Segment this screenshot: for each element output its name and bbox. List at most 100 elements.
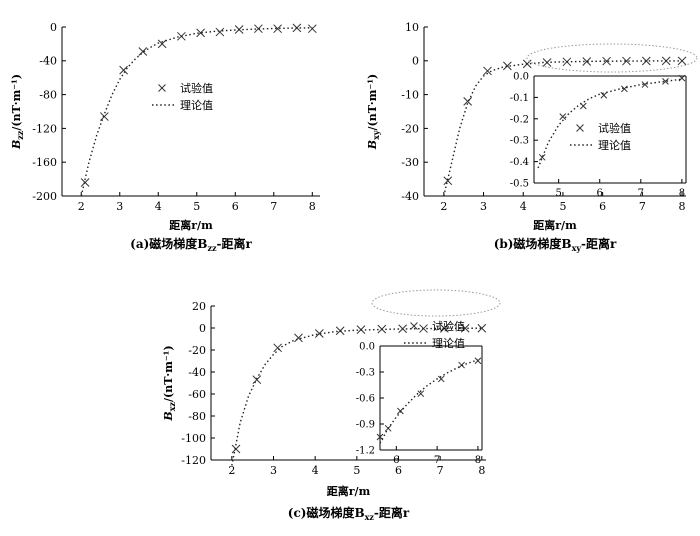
chart-b-inset-background <box>534 76 686 183</box>
chart-c-inset-measured-point <box>474 357 482 365</box>
chart-c-inset-measured-point <box>417 390 425 398</box>
chart-b-highlight-ellipse <box>526 43 698 73</box>
marker-stroke <box>622 56 631 66</box>
chart-a-y-tick-label: -120 <box>32 122 57 135</box>
marker-stroke <box>335 326 345 336</box>
chart-b-measured-point <box>677 56 687 66</box>
legend-x-icon <box>410 322 418 330</box>
marker-stroke <box>641 81 649 88</box>
chart-b-y-tick-label: 0 <box>412 55 419 68</box>
chart-c-inset-x-tick-label: 8 <box>475 455 481 466</box>
chart-b-x-tick-label: 2 <box>440 200 447 213</box>
marker-stroke <box>600 91 608 99</box>
chart-c-x-tick-label: 7 <box>437 464 444 477</box>
marker-stroke <box>677 56 687 66</box>
chart-b-inset-y-tick-label: -0.3 <box>510 136 529 147</box>
chart-b-inset-theory-curve <box>537 78 682 169</box>
chart-c-inset: 0.0 -0.3 -0.6 -0.9 -1.2 6 7 8 <box>356 342 483 466</box>
chart-b-x-tick-label: 3 <box>480 200 487 213</box>
marker-stroke <box>119 65 128 75</box>
chart-b-inset-y-tick-label: 0.0 <box>513 72 529 83</box>
caption-text: (a)磁场梯度B <box>130 236 207 251</box>
chart-a-measured-point <box>215 27 225 37</box>
chart-a-y-tick-label: 0 <box>50 21 57 34</box>
chart-a-legend-theory: 理论值 <box>180 98 213 112</box>
marker-stroke <box>100 112 109 121</box>
chart-b-y-tick-label: -20 <box>401 122 419 135</box>
marker-stroke <box>621 85 628 93</box>
chart-b-theory-curve <box>443 60 683 197</box>
chart-b-measured-point <box>622 56 631 66</box>
chart-b-xlabel: 距离r/m <box>533 218 577 232</box>
marker-stroke <box>458 361 465 369</box>
chart-c-y-tick-label: -80 <box>188 410 206 423</box>
chart-b-inset-measured-point <box>662 77 669 85</box>
chart-c-y-tick-label: -40 <box>188 366 206 379</box>
chart-b-inset-measured-point <box>538 153 546 161</box>
chart-b-ylabel: Bxy/(nT·m⁻¹) <box>366 74 381 150</box>
chart-c-measured-point <box>231 444 241 454</box>
ylabel-subscript: xz <box>167 402 177 412</box>
ylabel-subscript: zz <box>15 130 25 140</box>
chart-c-inset-y-tick-label: 0.0 <box>359 342 375 353</box>
chart-b-measured-point <box>641 56 651 66</box>
chart-b-measured-point <box>582 57 592 66</box>
marker-stroke <box>138 47 148 56</box>
chart-a-measured-point <box>119 65 128 75</box>
chart-b-inset-measured-point <box>621 85 628 93</box>
chart-c-x-tick-label: 2 <box>228 464 235 477</box>
chart-b-inset-y-tick-label: -0.1 <box>510 93 529 104</box>
chart-c-caption: (c)磁场梯度Bxz-距离r <box>288 505 410 522</box>
marker-stroke <box>443 176 453 186</box>
chart-b-inset-x-tick-label: 7 <box>638 188 644 199</box>
marker-stroke <box>483 66 492 76</box>
chart-c-inset-legend-theory: 理论值 <box>432 336 465 350</box>
chart-a-x-tick-label: 8 <box>309 200 316 213</box>
marker-stroke <box>314 329 324 338</box>
chart-b-y-tick-label: -10 <box>401 88 419 101</box>
chart-c-inset-measured-point <box>458 361 465 369</box>
chart-b-inset-y-tick-label: -0.5 <box>510 179 529 190</box>
ylabel-symbol: B <box>162 411 175 421</box>
ylabel-unit: /(nT·m⁻¹) <box>366 74 379 131</box>
caption-tail: -距离r <box>217 236 253 251</box>
chart-b-inset-x-tick-label: 5 <box>555 188 561 199</box>
chart-c-inset-y-tick-label: -1.2 <box>356 446 375 457</box>
chart-b-x-tick-label: 6 <box>599 200 606 213</box>
chart-b-x-tick-label: 7 <box>639 200 646 213</box>
chart-c-inset-legend-measured: 试验值 <box>432 319 465 333</box>
chart-a-x-tick-label: 7 <box>270 200 277 213</box>
ylabel-subscript: xy <box>371 130 381 140</box>
chart-c-measured-point <box>294 333 303 343</box>
caption-tail: -距离r <box>581 236 617 251</box>
caption-text: (c)磁场梯度B <box>288 505 365 520</box>
ylabel-symbol: B <box>366 140 379 150</box>
marker-stroke <box>602 56 611 66</box>
chart-a-measured-point <box>307 24 317 34</box>
marker-stroke <box>463 97 473 106</box>
caption-text: (b)磁场梯度B <box>494 236 572 251</box>
marker-stroke <box>215 27 225 37</box>
chart-c-x-tick-label: 8 <box>478 464 485 477</box>
chart-b-measured-point <box>443 176 453 186</box>
chart-c-inset-background <box>380 346 482 450</box>
chart-c-measured-point <box>273 343 283 353</box>
chart-c-theory-curve <box>231 327 482 466</box>
chart-c-x-tick-label: 4 <box>312 464 319 477</box>
ylabel-unit: /(nT·m⁻¹) <box>162 345 175 402</box>
chart-b-inset: 0.0 -0.1 -0.2 -0.3 -0.4 -0.5 5 6 7 8 <box>510 72 687 199</box>
chart-c-measured-point <box>252 375 262 385</box>
chart-c-inset-x-tick-label: 6 <box>393 455 399 466</box>
chart-a-y-tick-label: -200 <box>32 190 57 203</box>
marker-stroke <box>662 77 669 85</box>
chart-a-theory-curve <box>80 27 313 197</box>
marker-stroke <box>417 390 425 398</box>
chart-b-y-tick-label: -40 <box>401 190 419 203</box>
chart-c-x-tick-label: 3 <box>270 464 277 477</box>
marker-stroke <box>538 153 546 161</box>
chart-a-y-tick-label: -160 <box>32 156 57 169</box>
chart-c-measured-point <box>460 323 470 333</box>
